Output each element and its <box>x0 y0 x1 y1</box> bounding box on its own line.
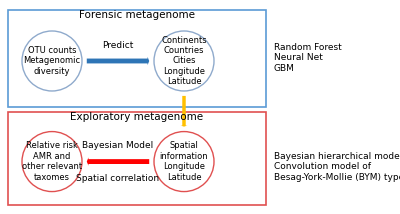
FancyBboxPatch shape <box>8 10 266 107</box>
Ellipse shape <box>154 31 214 91</box>
Text: Spatial
information
Longitude
Latitude: Spatial information Longitude Latitude <box>160 141 208 182</box>
Text: Forensic metagenome: Forensic metagenome <box>79 10 195 20</box>
Text: OTU counts
Metagenomic
diversity: OTU counts Metagenomic diversity <box>24 46 80 76</box>
Text: Continents
Countries
Cities
Longitude
Latitude: Continents Countries Cities Longitude La… <box>161 36 207 86</box>
Text: Bayesian hierarchical model:
Convolution model of
Besag-York-Mollie (BYM) type: Bayesian hierarchical model: Convolution… <box>274 152 400 182</box>
Text: Relative risk
AMR and
other relevant
taxomes: Relative risk AMR and other relevant tax… <box>22 141 82 182</box>
Ellipse shape <box>22 31 82 91</box>
Text: Exploratory metagenome: Exploratory metagenome <box>70 112 204 122</box>
Text: Spatial correlation: Spatial correlation <box>76 174 160 183</box>
Text: Bayesian Model: Bayesian Model <box>82 141 154 150</box>
Text: Random Forest
Neural Net
GBM: Random Forest Neural Net GBM <box>274 43 342 73</box>
FancyBboxPatch shape <box>8 112 266 205</box>
Ellipse shape <box>154 132 214 192</box>
Ellipse shape <box>22 132 82 192</box>
Text: Predict: Predict <box>102 42 134 51</box>
